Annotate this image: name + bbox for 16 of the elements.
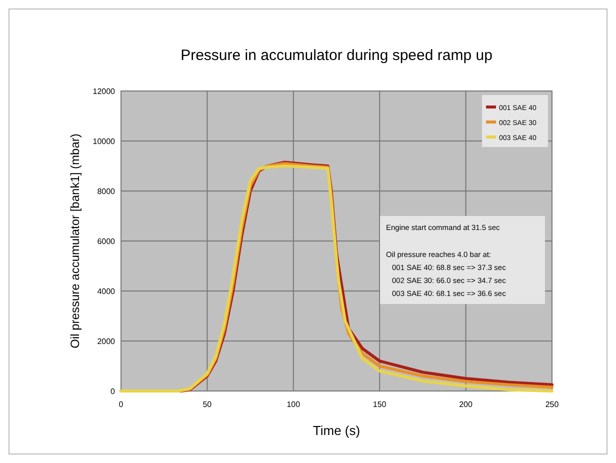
x-tick-label: 100	[286, 400, 301, 409]
x-tick-label: 150	[372, 400, 387, 409]
x-tick-label: 200	[459, 400, 474, 409]
y-tick-label: 2000	[97, 337, 116, 346]
y-axis-title: Oil pressure accumulator [bank1] (mbar)	[68, 134, 82, 348]
x-tick-label: 250	[545, 400, 560, 409]
x-axis-title: Time (s)	[312, 423, 360, 438]
x-tick-label: 50	[202, 400, 212, 409]
chart-title: Pressure in accumulator during speed ramp up	[180, 47, 492, 64]
y-tick-label: 8000	[97, 187, 116, 196]
y-tick-label: 4000	[97, 287, 116, 296]
x-tick-label: 0	[118, 400, 124, 409]
y-tick-label: 0	[110, 387, 116, 396]
y-tick-label: 12000	[92, 87, 116, 96]
y-tick-label: 6000	[97, 237, 116, 246]
y-tick-label: 10000	[92, 137, 116, 146]
